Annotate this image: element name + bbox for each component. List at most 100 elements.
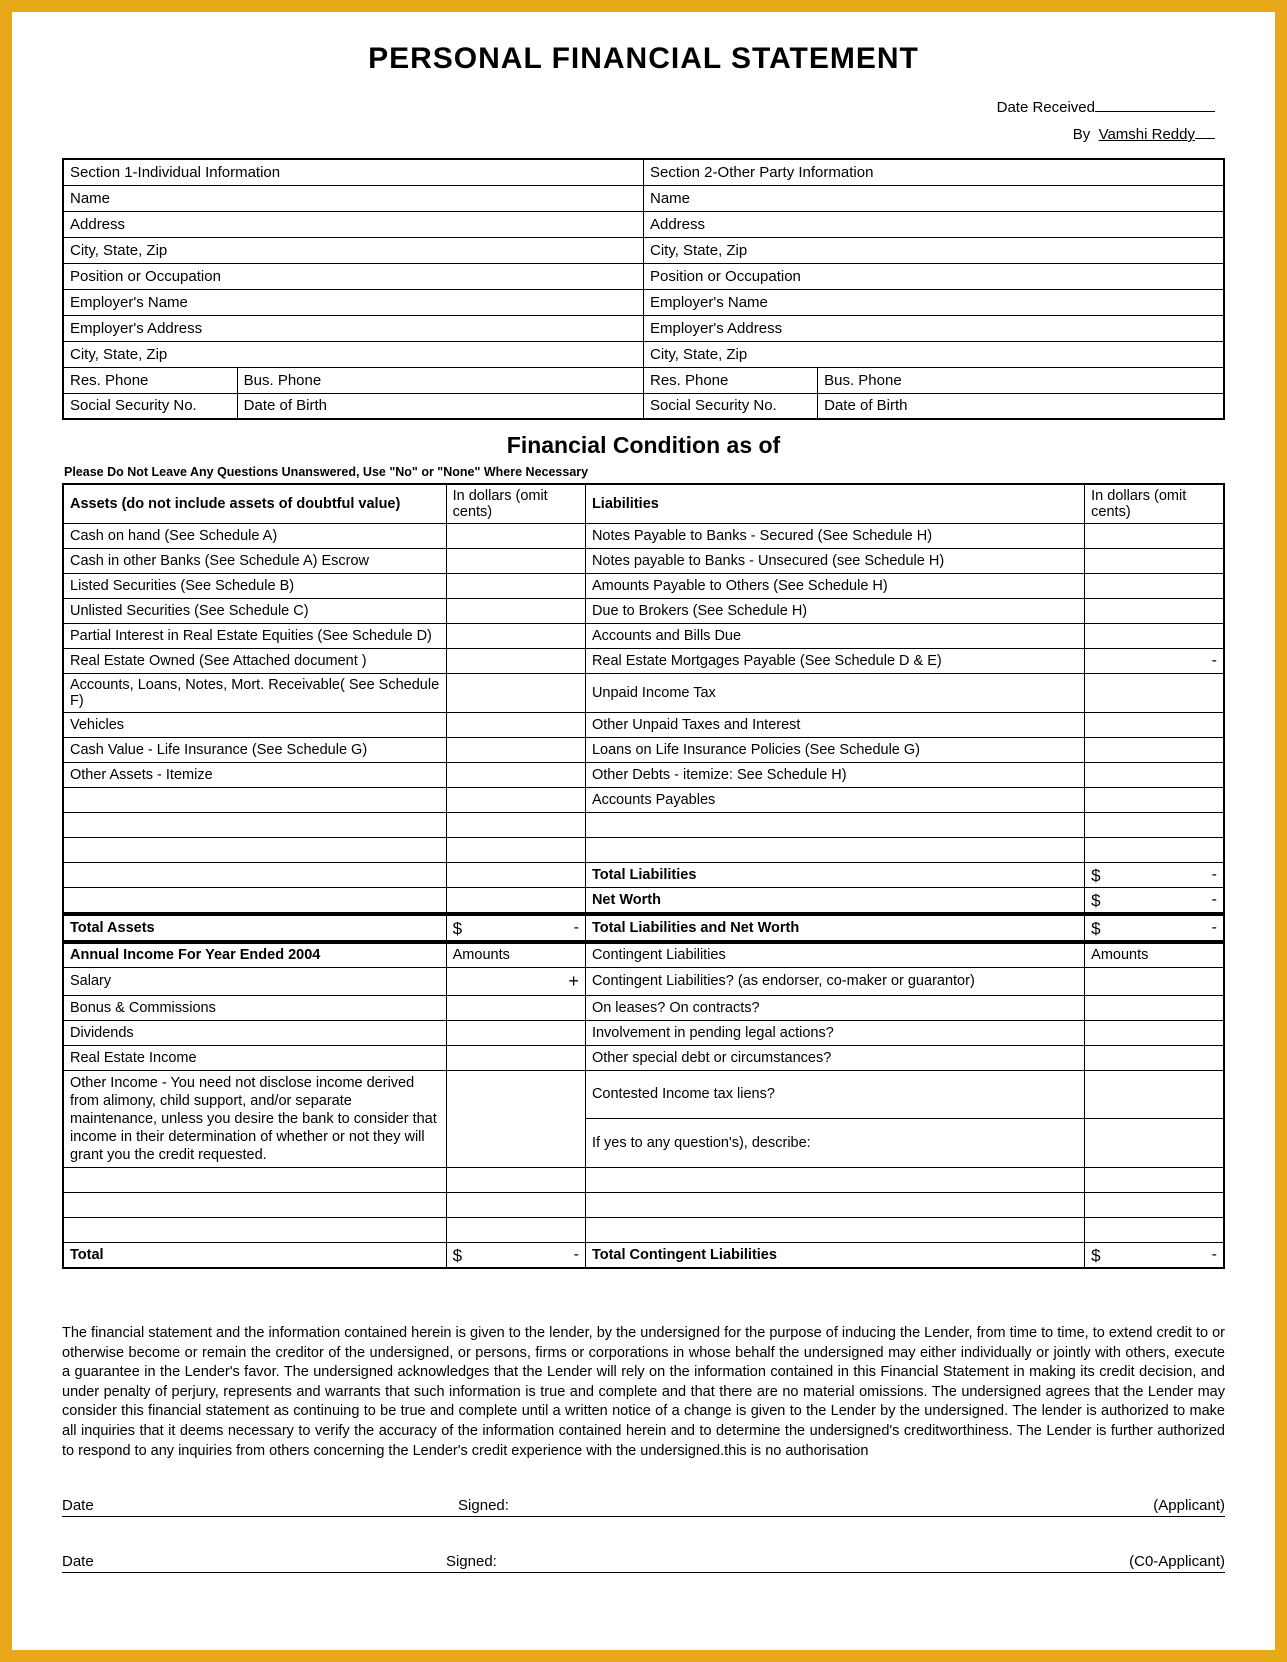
asset-amount[interactable] <box>446 649 585 674</box>
sig-signed-label: Signed: <box>446 1553 497 1570</box>
info-cell[interactable]: Employer's Name <box>63 289 643 315</box>
asset-amount[interactable] <box>446 524 585 549</box>
blank-row[interactable] <box>63 1168 446 1193</box>
asset-amount[interactable] <box>446 674 585 713</box>
liability-amount[interactable] <box>1085 763 1224 788</box>
asset-row[interactable] <box>63 813 446 838</box>
total-assets-label: Total Assets <box>63 914 446 942</box>
asset-amount[interactable] <box>446 888 585 915</box>
contingent-amount[interactable] <box>1085 1020 1224 1045</box>
asset-row[interactable] <box>63 888 446 915</box>
contingent-amount[interactable] <box>1085 967 1224 995</box>
contingent-amount[interactable] <box>1085 1168 1224 1193</box>
contingent-row: Contested Income tax liens? <box>585 1070 1084 1119</box>
liability-row: Other Unpaid Taxes and Interest <box>585 713 1084 738</box>
asset-amount[interactable] <box>446 549 585 574</box>
liability-amount[interactable] <box>1085 574 1224 599</box>
asset-amount[interactable] <box>446 863 585 888</box>
asset-amount[interactable] <box>446 599 585 624</box>
income-row: Bonus & Commissions <box>63 995 446 1020</box>
asset-amount[interactable] <box>446 788 585 813</box>
income-amount[interactable] <box>446 995 585 1020</box>
blank-row[interactable] <box>585 1218 1084 1243</box>
blank-row[interactable] <box>585 1168 1084 1193</box>
income-amount[interactable] <box>446 1218 585 1243</box>
liability-row[interactable] <box>585 838 1084 863</box>
info-cell[interactable]: Address <box>643 211 1224 237</box>
info-cell[interactable]: Name <box>63 185 643 211</box>
liability-amount[interactable] <box>1085 813 1224 838</box>
asset-amount[interactable] <box>446 738 585 763</box>
asset-row: Cash on hand (See Schedule A) <box>63 524 446 549</box>
total-liab-networth-amount: $- <box>1085 914 1224 942</box>
income-row: Real Estate Income <box>63 1045 446 1070</box>
contingent-row: Involvement in pending legal actions? <box>585 1020 1084 1045</box>
dollars-header: In dollars (omit cents) <box>446 484 585 524</box>
asset-amount[interactable] <box>446 813 585 838</box>
blank-row[interactable] <box>585 1193 1084 1218</box>
liability-amount[interactable] <box>1085 788 1224 813</box>
signature-row-coapplicant[interactable]: Date Signed: (C0-Applicant) <box>62 1553 1225 1573</box>
blank-row[interactable] <box>63 1193 446 1218</box>
info-cell[interactable]: Position or Occupation <box>643 263 1224 289</box>
liabilities-header: Liabilities <box>585 484 1084 524</box>
header-meta: Date Received By Vamshi Reddy <box>62 94 1225 148</box>
res-phone-label[interactable]: Res. Phone <box>63 367 237 393</box>
liability-amount[interactable] <box>1085 713 1224 738</box>
asset-amount[interactable] <box>446 713 585 738</box>
info-cell[interactable]: Position or Occupation <box>63 263 643 289</box>
info-cell[interactable]: Employer's Address <box>643 315 1224 341</box>
income-amount[interactable] <box>446 1020 585 1045</box>
info-cell[interactable]: Name <box>643 185 1224 211</box>
sig-date-label: Date <box>62 1553 94 1570</box>
liability-row: Loans on Life Insurance Policies (See Sc… <box>585 738 1084 763</box>
contingent-amount[interactable] <box>1085 1119 1224 1168</box>
liability-row[interactable] <box>585 813 1084 838</box>
liability-amount[interactable] <box>1085 549 1224 574</box>
bus-phone-label[interactable]: Bus. Phone <box>818 367 1224 393</box>
asset-amount[interactable] <box>446 763 585 788</box>
info-cell[interactable]: City, State, Zip <box>643 341 1224 367</box>
liability-amount[interactable] <box>1085 738 1224 763</box>
asset-amount[interactable] <box>446 624 585 649</box>
instruction-note: Please Do Not Leave Any Questions Unansw… <box>64 465 1225 479</box>
asset-row[interactable] <box>63 788 446 813</box>
info-cell[interactable]: Employer's Name <box>643 289 1224 315</box>
contingent-amount[interactable] <box>1085 1045 1224 1070</box>
blank-row[interactable] <box>63 1218 446 1243</box>
signature-row-applicant[interactable]: Date Signed: (Applicant) <box>62 1497 1225 1517</box>
liability-amount[interactable] <box>1085 599 1224 624</box>
ssn-label[interactable]: Social Security No. <box>643 393 817 419</box>
info-cell[interactable]: Address <box>63 211 643 237</box>
income-amount[interactable]: + <box>446 967 585 995</box>
liability-amount[interactable] <box>1085 624 1224 649</box>
liability-amount[interactable]: - <box>1085 649 1224 674</box>
income-amount[interactable] <box>446 1168 585 1193</box>
info-cell[interactable]: Employer's Address <box>63 315 643 341</box>
asset-row[interactable] <box>63 863 446 888</box>
bus-phone-label[interactable]: Bus. Phone <box>237 367 643 393</box>
income-amount[interactable] <box>446 1193 585 1218</box>
liability-amount[interactable] <box>1085 674 1224 713</box>
info-cell[interactable]: City, State, Zip <box>643 237 1224 263</box>
liability-amount[interactable] <box>1085 838 1224 863</box>
asset-amount[interactable] <box>446 838 585 863</box>
ssn-label[interactable]: Social Security No. <box>63 393 237 419</box>
dob-label[interactable]: Date of Birth <box>237 393 643 419</box>
dob-label[interactable]: Date of Birth <box>818 393 1224 419</box>
contingent-amount[interactable] <box>1085 995 1224 1020</box>
amounts-header: Amounts <box>446 942 585 967</box>
contingent-row: Other special debt or circumstances? <box>585 1045 1084 1070</box>
info-cell[interactable]: City, State, Zip <box>63 341 643 367</box>
info-cell[interactable]: City, State, Zip <box>63 237 643 263</box>
contingent-amount[interactable] <box>1085 1218 1224 1243</box>
asset-amount[interactable] <box>446 574 585 599</box>
contingent-amount[interactable] <box>1085 1193 1224 1218</box>
asset-row[interactable] <box>63 838 446 863</box>
income-amount[interactable] <box>446 1070 585 1168</box>
liability-amount[interactable] <box>1085 524 1224 549</box>
contingent-row: If yes to any question's), describe: <box>585 1119 1084 1168</box>
income-amount[interactable] <box>446 1045 585 1070</box>
res-phone-label[interactable]: Res. Phone <box>643 367 817 393</box>
contingent-amount[interactable] <box>1085 1070 1224 1119</box>
